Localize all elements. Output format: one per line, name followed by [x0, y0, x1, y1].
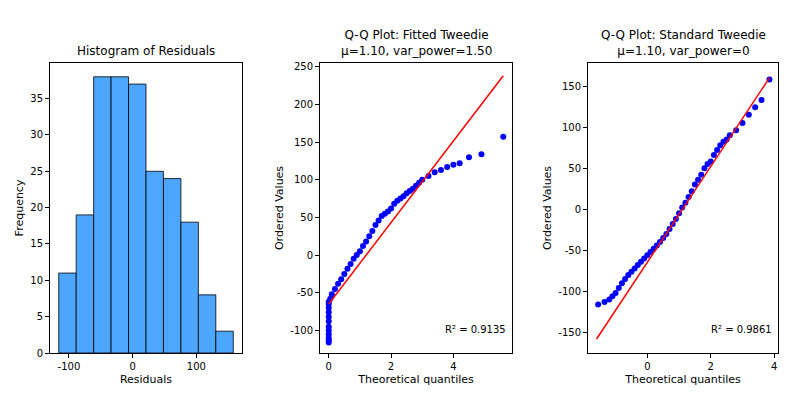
svg-text:-50: -50 — [297, 287, 313, 298]
svg-text:4: 4 — [450, 361, 456, 372]
svg-text:Q-Q Plot: Standard Tweedieμ=1.: Q-Q Plot: Standard Tweedieμ=1.10, var_po… — [601, 28, 766, 58]
svg-text:-50: -50 — [565, 245, 581, 256]
svg-text:Residuals: Residuals — [120, 373, 172, 386]
svg-text:R² = 0.9135: R² = 0.9135 — [445, 324, 506, 335]
svg-text:25: 25 — [30, 166, 43, 177]
svg-text:10: 10 — [30, 275, 43, 286]
svg-text:100: 100 — [562, 122, 581, 133]
svg-text:R² = 0.9861: R² = 0.9861 — [711, 324, 772, 335]
svg-text:-100: -100 — [558, 286, 581, 297]
svg-text:Ordered Values: Ordered Values — [273, 166, 286, 250]
svg-text:0: 0 — [37, 348, 43, 359]
svg-text:2: 2 — [708, 361, 714, 372]
svg-text:50: 50 — [300, 212, 313, 223]
svg-text:Q-Q Plot: Fitted Tweedieμ=1.10: Q-Q Plot: Fitted Tweedieμ=1.10, var_powe… — [341, 28, 492, 58]
svg-text:15: 15 — [30, 238, 43, 249]
svg-text:35: 35 — [30, 93, 43, 104]
svg-text:30: 30 — [30, 129, 43, 140]
svg-text:4: 4 — [771, 361, 777, 372]
svg-text:0: 0 — [575, 204, 581, 215]
svg-text:50: 50 — [568, 163, 581, 174]
svg-text:Histogram of Residuals: Histogram of Residuals — [77, 44, 215, 58]
svg-text:Theoretical quantiles: Theoretical quantiles — [357, 373, 474, 386]
svg-text:-100: -100 — [58, 361, 81, 372]
svg-text:0: 0 — [129, 361, 135, 372]
svg-text:-150: -150 — [558, 327, 581, 338]
svg-text:Frequency: Frequency — [13, 179, 26, 236]
svg-text:250: 250 — [294, 61, 313, 72]
svg-text:Ordered Values: Ordered Values — [541, 166, 554, 250]
svg-text:Theoretical quantiles: Theoretical quantiles — [624, 373, 741, 386]
svg-text:20: 20 — [30, 202, 43, 213]
svg-text:0: 0 — [307, 250, 313, 261]
svg-text:0: 0 — [644, 361, 650, 372]
svg-text:0: 0 — [326, 361, 332, 372]
svg-text:5: 5 — [37, 311, 43, 322]
svg-text:-100: -100 — [290, 325, 313, 336]
svg-text:100: 100 — [187, 361, 206, 372]
svg-text:2: 2 — [388, 361, 394, 372]
svg-text:150: 150 — [562, 81, 581, 92]
svg-text:150: 150 — [294, 137, 313, 148]
svg-text:100: 100 — [294, 174, 313, 185]
svg-text:200: 200 — [294, 99, 313, 110]
